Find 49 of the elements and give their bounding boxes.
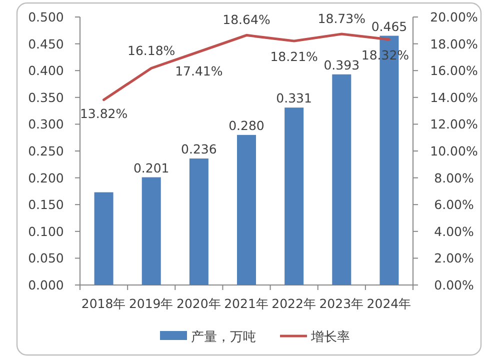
bar [142, 177, 161, 285]
y-tick-label: 0.450 [28, 36, 64, 52]
data-label: 18.64% [222, 12, 270, 28]
y-tick-label: 0.350 [28, 90, 64, 105]
y-tick-label: 0.150 [28, 197, 64, 212]
bar [237, 134, 256, 285]
bar [94, 192, 114, 285]
y2-tick-label: 10.00% [430, 144, 478, 158]
data-label: 18.73% [318, 11, 366, 26]
y-tick-label: 0.250 [28, 144, 64, 158]
data-label: 0.236 [181, 142, 217, 157]
legend-label: 增长率 [310, 329, 350, 345]
x-tick-label: 2022年 [272, 296, 316, 311]
y2-tick-label: 12.00% [430, 116, 478, 132]
x-tick-label: 2024年 [366, 296, 412, 311]
x-tick-label: 2019年 [128, 296, 174, 311]
data-label: 0.393 [324, 57, 360, 72]
bar [284, 108, 304, 285]
bar [189, 158, 208, 285]
data-label: 17.41% [175, 64, 223, 79]
y2-tick-label: 16.00% [430, 63, 478, 78]
y2-tick-label: 0.00% [434, 278, 474, 292]
data-label: 18.21% [270, 48, 318, 64]
x-tick-label: 2018年 [81, 296, 126, 311]
bar [332, 74, 352, 285]
y-tick-label: 0.000 [28, 278, 64, 292]
data-label: 16.18% [128, 43, 176, 58]
data-label: 0.201 [133, 160, 170, 176]
x-tick-label: 2023年 [319, 296, 364, 311]
y-tick-label: 0.050 [28, 250, 64, 266]
data-label: 0.280 [228, 118, 264, 133]
data-label: 0.331 [276, 90, 312, 106]
y2-tick-label: 2.00% [434, 250, 474, 266]
y2-tick-label: 6.00% [434, 197, 474, 212]
legend-label: 产量，万吨 [191, 330, 256, 345]
y2-tick-label: 18.00% [430, 36, 478, 52]
y-tick-label: 0.200 [28, 170, 64, 186]
y2-tick-label: 4.00% [434, 224, 474, 239]
y2-tick-label: 14.00% [430, 90, 478, 105]
data-label: 0.465 [371, 18, 408, 34]
data-label: 13.82% [80, 106, 128, 121]
y2-tick-label: 8.00% [434, 170, 474, 186]
y-tick-label: 0.100 [28, 224, 64, 239]
x-tick-label: 2021年 [224, 296, 269, 311]
x-tick-label: 2020年 [176, 296, 222, 311]
y2-tick-label: 20.00% [430, 10, 478, 24]
y-tick-label: 0.300 [28, 116, 64, 132]
y-tick-label: 0.500 [28, 10, 64, 24]
y-tick-label: 0.400 [28, 63, 64, 78]
